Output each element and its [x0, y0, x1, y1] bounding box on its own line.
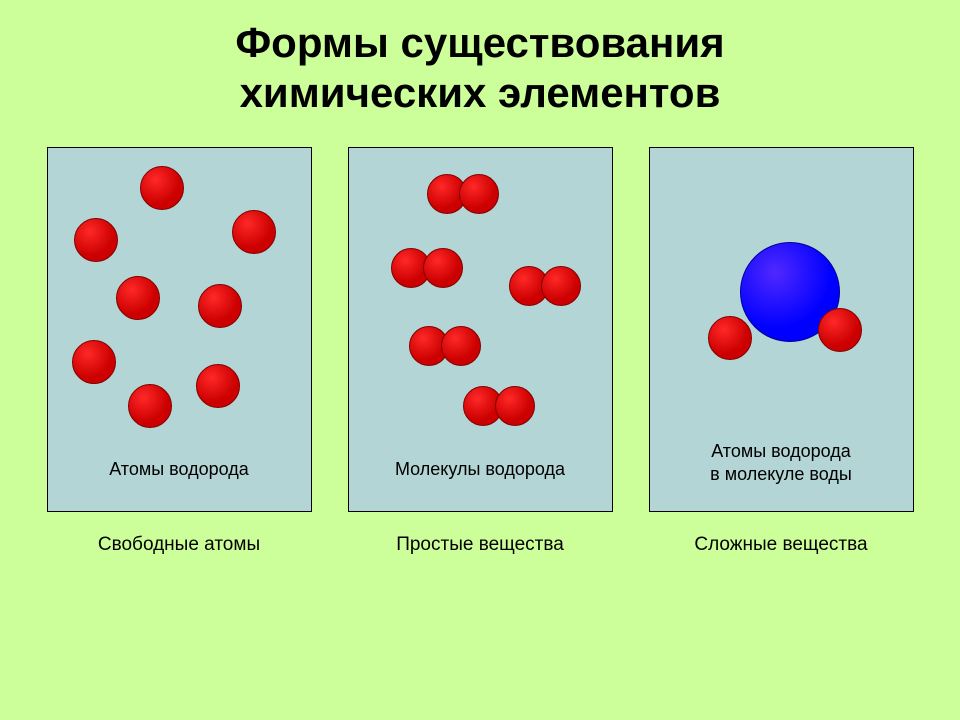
hydrogen-atom-icon [198, 284, 242, 328]
panel-outer-label: Сложные вещества [694, 534, 867, 556]
panel-inner-label: Молекулы водорода [349, 458, 612, 481]
hydrogen-atom-icon [708, 316, 752, 360]
hydrogen-atom-icon [541, 266, 581, 306]
title-line-2: химических элементов [0, 68, 960, 118]
panels-row: Атомы водорода Свободные атомы Молекулы во… [0, 147, 960, 556]
panel-complex-substances: Атомы водорода в молекуле воды Сложные ве… [649, 147, 914, 556]
page-title: Формы существования химических элементов [0, 0, 960, 117]
hydrogen-atom-icon [128, 384, 172, 428]
hydrogen-atom-icon [441, 326, 481, 366]
hydrogen-atom-icon [232, 210, 276, 254]
hydrogen-atom-icon [423, 248, 463, 288]
hydrogen-atom-icon [459, 174, 499, 214]
panel-outer-label: Простые вещества [396, 534, 564, 556]
hydrogen-atom-icon [495, 386, 535, 426]
panel-inner-label: Атомы водорода [48, 458, 311, 481]
hydrogen-atom-icon [74, 218, 118, 262]
panel-box: Атомы водорода в молекуле воды [649, 147, 914, 512]
hydrogen-atom-icon [116, 276, 160, 320]
hydrogen-atom-icon [140, 166, 184, 210]
panel-inner-label: Атомы водорода в молекуле воды [650, 440, 913, 487]
hydrogen-atom-icon [72, 340, 116, 384]
hydrogen-atom-icon [196, 364, 240, 408]
panel-simple-substances: Молекулы водорода Простые вещества [348, 147, 613, 556]
panel-free-atoms: Атомы водорода Свободные атомы [47, 147, 312, 556]
panel-outer-label: Свободные атомы [98, 534, 260, 556]
panel-box: Атомы водорода [47, 147, 312, 512]
panel-box: Молекулы водорода [348, 147, 613, 512]
hydrogen-atom-icon [818, 308, 862, 352]
title-line-1: Формы существования [0, 18, 960, 68]
